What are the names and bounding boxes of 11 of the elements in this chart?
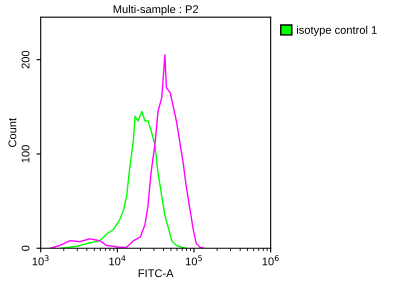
y-tick-label: 0 bbox=[22, 246, 30, 251]
y-tick-label: 200 bbox=[22, 50, 30, 68]
chart-title: Multi-sample : P2 bbox=[114, 5, 198, 16]
x-axis-title: FITC-A bbox=[138, 269, 174, 278]
x-tick-label: 10$^{5}$ bbox=[186, 255, 202, 266]
x-tick-label: 10$^{3}$ bbox=[32, 255, 49, 266]
x-tick-label: 10$^{4}$ bbox=[109, 255, 126, 266]
y-tick-label: 100 bbox=[22, 145, 30, 162]
y-axis-title: Count bbox=[8, 118, 16, 147]
x-tick-label: 10$^{6}$ bbox=[262, 255, 279, 266]
legend-label: isotype control 1 bbox=[297, 26, 377, 36]
